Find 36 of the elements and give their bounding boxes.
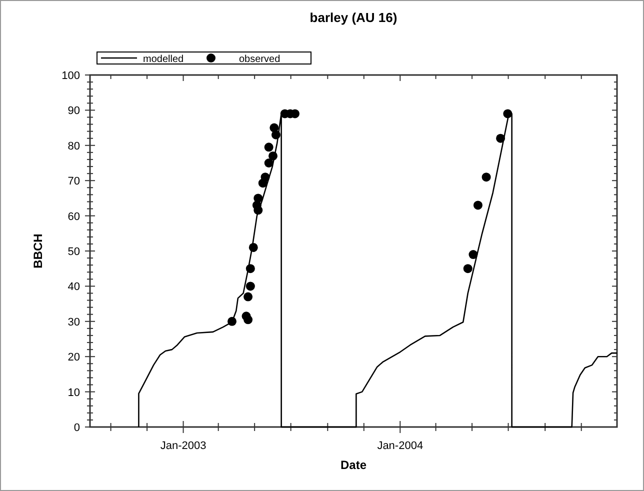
point (248, 242, 258, 252)
point (468, 250, 478, 260)
point (496, 134, 506, 143)
point (264, 142, 274, 152)
x-tick-label: Jan-2004 (377, 440, 424, 452)
point (244, 315, 253, 324)
y-tick-label: 60 (68, 210, 80, 223)
point (264, 158, 274, 168)
y-axis-title: BBCH (31, 234, 45, 268)
point (503, 109, 512, 118)
point (254, 194, 263, 203)
point (482, 172, 491, 182)
y-tick-label: 40 (68, 281, 80, 294)
point (268, 151, 278, 160)
point (228, 316, 236, 326)
point (246, 264, 255, 274)
y-tick-label: 30 (68, 316, 80, 328)
chart-title: barley (AU 16) (310, 10, 398, 25)
point (246, 282, 255, 291)
y-tick-label: 20 (68, 352, 80, 364)
y-tick-label: 70 (68, 176, 80, 188)
x-axis-title: Date (340, 458, 367, 472)
y-tick-label: 10 (68, 386, 80, 399)
y-tick-label: 100 (62, 70, 80, 82)
point (270, 123, 279, 132)
point (260, 172, 270, 182)
y-tick-label: 90 (68, 105, 80, 118)
y-tick-label: 0 (74, 422, 80, 434)
legend-label: observed (239, 54, 280, 65)
point (244, 292, 253, 302)
x-tick-label: Jan-2003 (160, 440, 206, 452)
y-tick-label: 50 (68, 246, 80, 258)
legend-label: modelled (143, 54, 184, 65)
point (473, 200, 482, 210)
y-tick-label: 80 (68, 140, 80, 152)
point (463, 264, 472, 274)
